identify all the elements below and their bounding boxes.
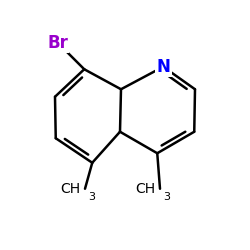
Text: CH: CH (60, 182, 80, 196)
Text: 3: 3 (88, 192, 95, 202)
Text: CH: CH (135, 182, 155, 196)
Text: N: N (156, 58, 170, 76)
Text: Br: Br (47, 34, 68, 52)
Text: 3: 3 (163, 192, 170, 202)
